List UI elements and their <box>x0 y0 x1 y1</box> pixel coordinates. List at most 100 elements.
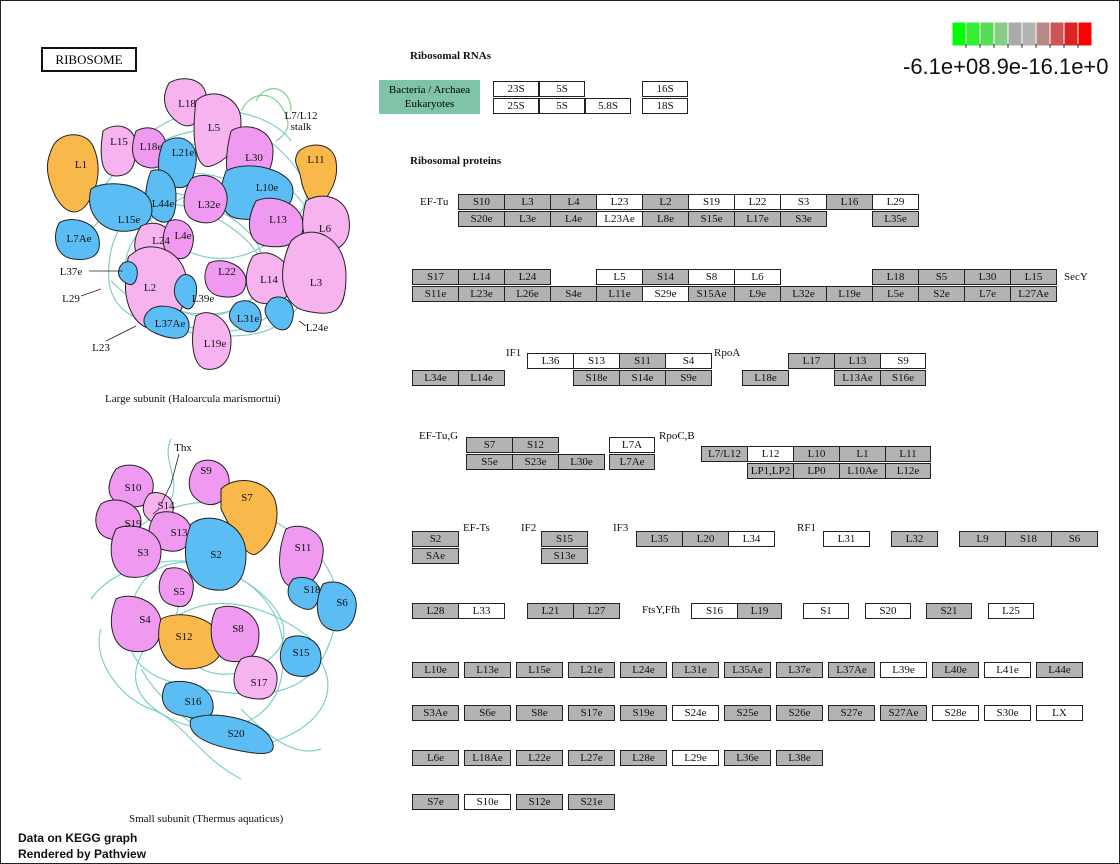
gene-box[interactable]: L11 <box>885 446 931 462</box>
gene-box[interactable]: S28e <box>932 705 979 721</box>
gene-box[interactable]: L10e <box>412 662 459 678</box>
gene-box[interactable]: L5e <box>872 286 919 302</box>
gene-box[interactable]: S1 <box>803 603 849 619</box>
gene-box[interactable]: L12e <box>885 463 931 479</box>
gene-box[interactable]: S27Ae <box>880 705 927 721</box>
gene-box[interactable]: S4e <box>550 286 597 302</box>
gene-box[interactable]: S19e <box>620 705 667 721</box>
gene-box[interactable]: L15 <box>1010 269 1057 285</box>
gene-box[interactable]: 18S <box>642 98 688 114</box>
gene-box[interactable]: S9e <box>665 370 712 386</box>
gene-box[interactable]: L9e <box>734 286 781 302</box>
gene-box[interactable]: L5 <box>596 269 643 285</box>
gene-box[interactable]: L4e <box>550 211 597 227</box>
gene-box[interactable]: L27 <box>573 603 620 619</box>
gene-box[interactable]: 5.8S <box>585 98 631 114</box>
gene-box[interactable]: L14e <box>458 370 505 386</box>
gene-box[interactable]: L39e <box>880 662 927 678</box>
gene-box[interactable]: S18 <box>1005 531 1052 547</box>
gene-box[interactable]: L27e <box>568 750 615 766</box>
gene-box[interactable]: L3 <box>504 194 551 210</box>
gene-box[interactable]: L2 <box>642 194 689 210</box>
gene-box[interactable]: L13e <box>464 662 511 678</box>
gene-box[interactable]: S14e <box>619 370 666 386</box>
gene-box[interactable]: L6e <box>412 750 459 766</box>
gene-box[interactable]: S30e <box>984 705 1031 721</box>
gene-box[interactable]: S14 <box>642 269 689 285</box>
gene-box[interactable]: L7e <box>964 286 1011 302</box>
gene-box[interactable]: L23Ae <box>596 211 643 227</box>
gene-box[interactable]: LP1,LP2 <box>747 463 794 479</box>
gene-box[interactable]: L33 <box>458 603 505 619</box>
gene-box[interactable]: S12e <box>516 794 563 810</box>
gene-box[interactable]: S11e <box>412 286 459 302</box>
gene-box[interactable]: L7/L12 <box>701 446 748 462</box>
gene-box[interactable]: L13Ae <box>834 370 881 386</box>
gene-box[interactable]: S15e <box>688 211 735 227</box>
gene-box[interactable]: L32e <box>780 286 827 302</box>
gene-box[interactable]: L41e <box>984 662 1031 678</box>
gene-box[interactable]: L44e <box>1036 662 1083 678</box>
gene-box[interactable]: L30e <box>558 454 605 470</box>
gene-box[interactable]: S16 <box>691 603 738 619</box>
gene-box[interactable]: L26e <box>504 286 551 302</box>
gene-box[interactable]: L29 <box>872 194 919 210</box>
gene-box[interactable]: S3e <box>780 211 827 227</box>
gene-box[interactable]: 16S <box>642 81 688 97</box>
gene-box[interactable]: LP0 <box>793 463 840 479</box>
gene-box[interactable]: L28 <box>412 603 459 619</box>
gene-box[interactable]: LX <box>1036 705 1083 721</box>
gene-box[interactable]: S2 <box>412 531 459 547</box>
gene-box[interactable]: L35e <box>872 211 919 227</box>
gene-box[interactable]: L35Ae <box>724 662 771 678</box>
gene-box[interactable]: S10 <box>458 194 505 210</box>
gene-box[interactable]: S12 <box>512 437 559 453</box>
gene-box[interactable]: S21 <box>926 603 972 619</box>
gene-box[interactable]: S6 <box>1051 531 1098 547</box>
gene-box[interactable]: 23S <box>493 81 539 97</box>
gene-box[interactable]: L32 <box>891 531 938 547</box>
gene-box[interactable]: S15 <box>541 531 588 547</box>
gene-box[interactable]: S4 <box>665 353 712 369</box>
gene-box[interactable]: L22 <box>734 194 781 210</box>
gene-box[interactable]: L14 <box>458 269 505 285</box>
gene-box[interactable]: L17 <box>788 353 835 369</box>
gene-box[interactable]: S13 <box>573 353 620 369</box>
gene-box[interactable]: S20 <box>865 603 911 619</box>
gene-box[interactable]: L12 <box>747 446 794 462</box>
gene-box[interactable]: L25 <box>988 603 1034 619</box>
gene-box[interactable]: L9 <box>959 531 1006 547</box>
gene-box[interactable]: L24 <box>504 269 551 285</box>
gene-box[interactable]: L1 <box>839 446 886 462</box>
gene-box[interactable]: S19 <box>688 194 735 210</box>
gene-box[interactable]: S18e <box>573 370 620 386</box>
gene-box[interactable]: L34 <box>728 531 775 547</box>
gene-box[interactable]: L38e <box>776 750 823 766</box>
gene-box[interactable]: S5e <box>466 454 513 470</box>
gene-box[interactable]: S26e <box>776 705 823 721</box>
gene-box[interactable]: L23 <box>596 194 643 210</box>
gene-box[interactable]: 25S <box>493 98 539 114</box>
gene-box[interactable]: S21e <box>568 794 615 810</box>
gene-box[interactable]: S8e <box>516 705 563 721</box>
gene-box[interactable]: S9 <box>880 353 926 369</box>
gene-box[interactable]: L8e <box>642 211 689 227</box>
gene-box[interactable]: S8 <box>688 269 735 285</box>
gene-box[interactable]: L19e <box>826 286 873 302</box>
gene-box[interactable]: L34e <box>412 370 459 386</box>
gene-box[interactable]: L20 <box>682 531 729 547</box>
gene-box[interactable]: L23e <box>458 286 505 302</box>
gene-box[interactable]: L10Ae <box>839 463 886 479</box>
gene-box[interactable]: L3e <box>504 211 551 227</box>
gene-box[interactable]: S11 <box>619 353 666 369</box>
gene-box[interactable]: S5 <box>918 269 965 285</box>
gene-box[interactable]: L40e <box>932 662 979 678</box>
gene-box[interactable]: S10e <box>464 794 511 810</box>
gene-box[interactable]: S13e <box>541 548 588 564</box>
gene-box[interactable]: L17e <box>734 211 781 227</box>
gene-box[interactable]: L24e <box>620 662 667 678</box>
gene-box[interactable]: L4 <box>550 194 597 210</box>
gene-box[interactable]: S27e <box>828 705 875 721</box>
gene-box[interactable]: L13 <box>834 353 881 369</box>
gene-box[interactable]: L10 <box>793 446 840 462</box>
